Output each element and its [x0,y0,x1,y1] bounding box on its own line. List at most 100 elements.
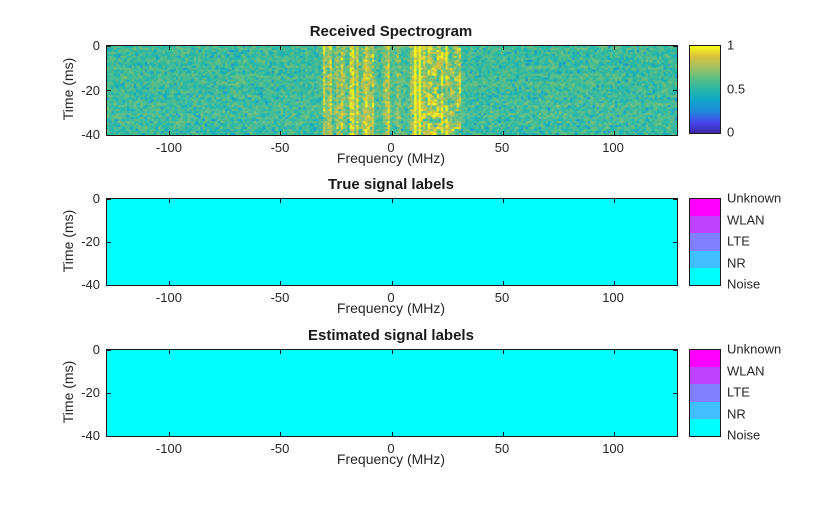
y-tick-label: -40 [81,127,100,142]
tick-mark [107,435,111,437]
colorbar-segment-lte [690,233,720,252]
tick-mark [169,199,171,203]
tick-mark [169,46,171,50]
tick-mark [673,284,677,286]
tick-mark [613,432,615,436]
x-tick-label: -50 [270,441,290,456]
tick-mark [502,199,504,203]
tick-mark [673,198,677,200]
tick-mark [673,435,677,437]
colorbar-segment-noise [690,267,720,286]
tick-mark [673,90,677,91]
colorbar-segment-nr [690,250,720,269]
x-axis-label: Frequency (MHz) [336,150,446,166]
colorbar-segment-noise [690,418,720,437]
tick-mark [280,46,282,50]
x-tick-label: 100 [602,290,624,305]
tick-mark [169,350,171,354]
tick-mark [169,131,171,135]
colorbar-signal-classes [689,198,721,286]
signal-region-noise [107,199,677,285]
colorbar-label: WLAN [727,212,765,227]
tick-mark [169,281,171,285]
y-tick-label: -40 [81,428,100,443]
tick-mark [502,46,504,50]
signal-region-noise [107,350,677,436]
tick-mark [502,281,504,285]
colorbar-segment-wlan [690,367,720,385]
y-tick-label: 0 [92,342,100,357]
x-tick-label: 0 [387,140,395,155]
colorbar-segment-nr [690,401,720,420]
tick-mark [107,198,111,200]
tick-mark [391,46,393,50]
tick-mark [391,131,393,135]
x-tick-label: 100 [602,140,624,155]
y-tick-label: -20 [81,385,100,400]
tick-mark [613,350,615,354]
tick-mark [391,281,393,285]
tick-mark [673,134,677,136]
x-tick-label: -100 [155,140,182,155]
tick-mark [502,432,504,436]
colorbar-segment-unknown [690,350,720,368]
tick-mark [391,350,393,354]
tick-mark [673,45,677,47]
x-tick-label: 0 [387,290,395,305]
colorbar-segment-unknown [690,199,720,217]
colorbar-parula [689,45,721,134]
colorbar-label: NR [727,255,746,270]
spectrogram-canvas [107,46,677,135]
colorbar-segment-lte [690,384,720,403]
tick-mark [107,134,111,136]
tick-mark [391,199,393,203]
tick-mark [107,349,111,351]
colorbar-tick-label: 0 [727,124,735,140]
tick-mark [613,46,615,50]
x-tick-label: 100 [602,441,624,456]
colorbar-label: Noise [727,276,761,292]
plot-title: Received Spectrogram [309,23,473,40]
tick-mark [613,131,615,135]
tick-mark [391,432,393,436]
y-tick-label: -40 [81,277,100,292]
colorbar-signal-classes [689,349,721,437]
tick-mark [107,392,111,394]
spectrogram-plot-area [106,45,678,136]
tick-mark [502,131,504,135]
colorbar-label: WLAN [727,363,765,378]
x-tick-label: 50 [494,441,510,456]
colorbar-label: NR [727,406,746,421]
colorbar-label: LTE [727,384,750,400]
tick-mark [280,350,282,354]
x-tick-label: -100 [155,290,182,305]
tick-mark [280,432,282,436]
plot-title: Estimated signal labels [308,327,474,344]
colorbar-tick-label: 0.5 [727,81,746,96]
tick-mark [107,241,111,243]
x-tick-label: 0 [387,441,395,456]
tick-mark [169,432,171,436]
tick-mark [502,350,504,354]
tick-mark [673,392,677,394]
colorbar-segment-wlan [690,216,720,234]
label-plot-area [106,198,678,286]
plot-title: True signal labels [328,176,454,193]
tick-mark [673,349,677,351]
tick-mark [280,281,282,285]
colorbar-label: LTE [727,233,750,249]
colorbar-label: Noise [727,427,761,443]
x-axis-label: Frequency (MHz) [336,451,446,467]
tick-mark [107,90,111,91]
colorbar-label: Unknown [727,341,782,357]
colorbar-label: Unknown [727,190,782,206]
label-plot-area [106,349,678,437]
colorbar-tick-label: 1 [727,37,735,53]
x-axis-label: Frequency (MHz) [336,300,446,316]
tick-mark [613,199,615,203]
tick-mark [280,131,282,135]
y-tick-label: -20 [81,82,100,98]
x-tick-label: -50 [270,140,290,155]
y-tick-label: 0 [92,38,100,53]
